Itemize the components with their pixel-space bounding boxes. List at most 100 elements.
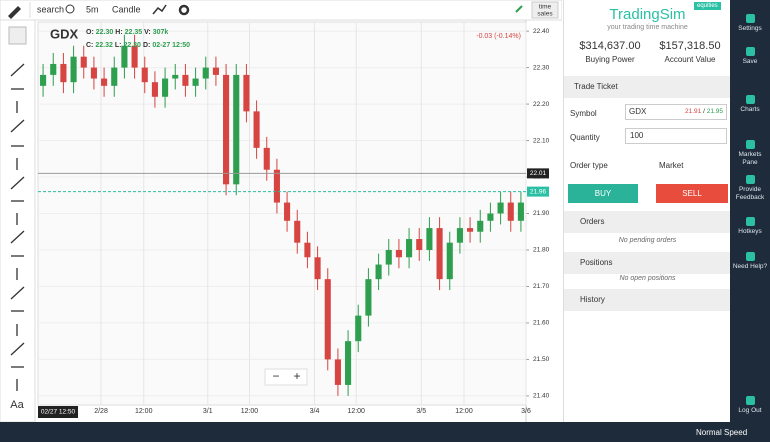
draw-tool[interactable] (10, 286, 25, 300)
draw-tool[interactable] (10, 119, 25, 133)
ohlc-header: C: 22.32 L: 22.30 D: 02-27 12:50 (86, 42, 190, 49)
symbol-value[interactable]: GDX (629, 107, 647, 116)
sidebar-label[interactable]: Save (742, 58, 758, 65)
sidebar-item[interactable]: Markets Pane (730, 140, 770, 167)
sidebar-label[interactable]: Charts (740, 106, 760, 113)
orders[interactable]: Orders (580, 217, 605, 226)
indicators-icon[interactable] (152, 4, 167, 15)
x-tick-label: 2/28 (94, 408, 108, 415)
candle-body (40, 74, 47, 86)
speed[interactable]: Normal Speed (696, 428, 748, 437)
x-tick-label: 3/4 (310, 408, 320, 415)
time-sales-button[interactable] (531, 1, 559, 19)
buy-button[interactable]: BUY (568, 184, 638, 203)
history[interactable]: History (580, 295, 605, 304)
candle-body (121, 45, 128, 68)
orders-header[interactable]: Orders (564, 211, 731, 233)
candle-body (324, 279, 331, 360)
y-tick-label: 21.70 (533, 283, 550, 290)
sidebar-item[interactable]: Hotkeys (730, 217, 770, 236)
candle-body (233, 74, 240, 185)
trade-ticket-header[interactable]: Trade Ticket (564, 76, 731, 98)
zoom-in[interactable]: + (293, 369, 300, 383)
search-icon[interactable] (65, 4, 75, 14)
sidebar-icon[interactable] (745, 396, 755, 405)
candle-body (487, 213, 494, 221)
zoom-box (264, 368, 308, 386)
interval[interactable]: 5m (86, 4, 99, 14)
text-tool[interactable]: Aa (10, 399, 24, 411)
positions-header[interactable]: Positions (564, 252, 731, 274)
positions[interactable]: Positions (580, 258, 613, 267)
sidebar-icon[interactable] (745, 252, 755, 261)
sidebar-item[interactable]: Provide Feedback (730, 175, 770, 202)
last-price-label: 22.01 (530, 170, 547, 177)
sidebar-item[interactable]: Log Out (730, 396, 770, 415)
pencil-icon[interactable] (8, 6, 21, 19)
y-tick-label: 22.20 (533, 101, 550, 108)
candle-body (365, 279, 372, 316)
sidebar-icon[interactable] (745, 14, 755, 23)
candle-body (80, 56, 87, 68)
sidebar-label[interactable]: Log Out (738, 407, 762, 414)
y-tick-label: 21.80 (533, 247, 550, 254)
sidebar-label[interactable]: Markets Pane (738, 151, 762, 166)
candle-body (60, 63, 67, 83)
candle-body (212, 67, 219, 75)
history-header[interactable]: History (564, 289, 731, 311)
ohlc-header: O: 22.30 H: 22.35 V: 307k (86, 29, 168, 36)
x-tick-label: 3/6 (521, 408, 531, 415)
change: -0.03 (-0.14%) (476, 33, 521, 40)
candle-body (111, 67, 118, 86)
trade-panel: equities TradingSim your trading time ma… (563, 0, 731, 422)
quantity-input[interactable]: 100 (625, 128, 727, 144)
candle-body (375, 264, 382, 280)
search[interactable]: search (37, 4, 64, 14)
trade-ticket[interactable]: Trade Ticket (574, 82, 618, 91)
sidebar-icon[interactable] (745, 140, 755, 149)
sidebar-item[interactable]: Save (730, 47, 770, 66)
sidebar-icon[interactable] (745, 217, 755, 226)
time-sales-label[interactable]: sales (537, 11, 553, 18)
sidebar-item[interactable]: Need Help? (730, 252, 770, 271)
sidebar-icon[interactable] (745, 47, 755, 56)
draw-tool[interactable] (10, 342, 25, 356)
candle-body (517, 202, 524, 221)
sidebar-label[interactable]: Need Help? (732, 263, 768, 270)
candle-body (151, 82, 158, 97)
link-icon[interactable] (515, 5, 523, 13)
sidebar-label[interactable]: Hotkeys (738, 228, 762, 235)
x-tick-label: 3/5 (416, 408, 426, 415)
sell-button[interactable]: SELL (656, 184, 728, 203)
settings-icon[interactable] (178, 4, 190, 16)
y-tick-label: 22.40 (533, 28, 550, 35)
zoom-out[interactable]: − (272, 369, 279, 383)
candle-body (345, 341, 352, 385)
sidebar-label[interactable]: Settings (738, 25, 762, 32)
candle-body (314, 257, 321, 280)
time-sales-label[interactable]: time (539, 4, 552, 11)
draw-tool[interactable] (10, 63, 25, 77)
symbol-input[interactable]: GDX 21.91 / 21.95 (625, 104, 727, 120)
candle-body (436, 228, 443, 280)
crosshair-tool[interactable] (8, 26, 27, 45)
candle-body (507, 202, 514, 221)
sidebar: Settings Save Charts Markets Pane Provide Fe… (730, 0, 770, 422)
x-tick-label: 12:00 (135, 408, 153, 415)
sidebar-label[interactable]: Provide Feedback (735, 186, 765, 201)
sidebar-icon[interactable] (745, 175, 755, 184)
sidebar-icon[interactable] (745, 95, 755, 104)
y-tick-label: 21.40 (533, 393, 550, 400)
candle-body (162, 78, 169, 97)
draw-tool[interactable] (10, 176, 25, 190)
sidebar-item[interactable]: Charts (730, 95, 770, 114)
candle-body (406, 239, 413, 258)
footer: Normal Speed (0, 422, 770, 442)
buying-power: $314,637.00 (579, 40, 641, 52)
chart-style[interactable]: Candle (112, 4, 141, 14)
order-type[interactable]: Market (659, 161, 684, 170)
candle-body (456, 228, 463, 243)
draw-tool[interactable] (10, 230, 25, 244)
candle-body (395, 249, 402, 258)
sidebar-item[interactable]: Settings (730, 14, 770, 33)
